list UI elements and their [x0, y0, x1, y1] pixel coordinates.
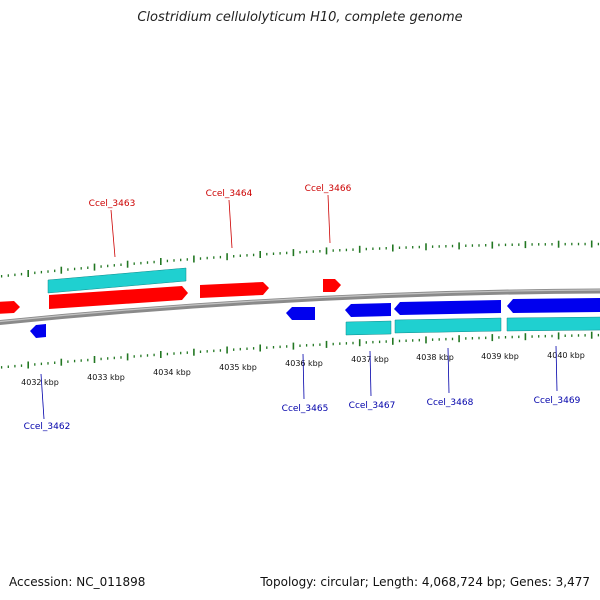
leader-ccel-3463	[110, 209, 116, 258]
gene-ccel-3464	[200, 282, 269, 298]
kbp-label-4032: 4032 kbp	[21, 378, 59, 387]
leader-ccel-3469	[555, 345, 558, 392]
gene-label-ccel-3465: Ccel_3465	[282, 404, 329, 414]
gene-ccel-3467	[345, 303, 391, 317]
leader-ccel-3465	[302, 353, 305, 400]
cds-reverse-2	[394, 317, 502, 334]
kbp-label-4040: 4040 kbp	[547, 351, 585, 360]
gene-label-ccel-3467: Ccel_3467	[349, 401, 396, 411]
gene-label-ccel-3466: Ccel_3466	[305, 184, 352, 194]
leader-ccel-3466	[327, 194, 331, 244]
kbp-label-4036: 4036 kbp	[285, 359, 323, 368]
kbp-label-4038: 4038 kbp	[416, 353, 454, 362]
gene-ccel-3465	[286, 307, 315, 320]
kbp-label-4034: 4034 kbp	[153, 368, 191, 377]
gene-ccel-3463	[49, 286, 188, 309]
gene-label-ccel-3462: Ccel_3462	[24, 422, 71, 432]
map-title: Clostridium cellulolyticum H10, complete…	[137, 10, 463, 25]
gene-ccel-3466	[323, 279, 341, 292]
leader-ccel-3462	[40, 373, 45, 420]
genome-summary-label: Topology: circular; Length: 4,068,724 bp…	[260, 575, 590, 589]
gene-forward-0	[0, 301, 20, 314]
genome-backbone-highlight	[0, 289, 600, 323]
leader-ccel-3467	[369, 350, 372, 397]
leader-ccel-3468	[447, 347, 450, 394]
gene-ccel-3462	[30, 324, 46, 338]
outer-ruler-ticks	[0, 240, 600, 278]
gene-label-ccel-3463: Ccel_3463	[89, 199, 136, 209]
cds-forward-1	[47, 267, 187, 294]
kbp-label-4039: 4039 kbp	[481, 352, 519, 361]
gene-ccel-3468	[394, 300, 501, 315]
gene-label-ccel-3468: Ccel_3468	[427, 398, 474, 408]
inner-ruler-ticks	[0, 331, 600, 369]
genome-backbone	[0, 288, 600, 326]
cds-reverse-1	[345, 320, 392, 336]
gene-label-ccel-3464: Ccel_3464	[206, 189, 253, 199]
leader-ccel-3464	[228, 199, 233, 249]
kbp-label-4033: 4033 kbp	[87, 373, 125, 382]
kbp-label-4035: 4035 kbp	[219, 363, 257, 372]
gene-ccel-3469	[507, 298, 600, 313]
cds-reverse-3	[506, 316, 600, 332]
gene-label-ccel-3469: Ccel_3469	[534, 396, 581, 406]
accession-label: Accession: NC_011898	[9, 575, 146, 589]
